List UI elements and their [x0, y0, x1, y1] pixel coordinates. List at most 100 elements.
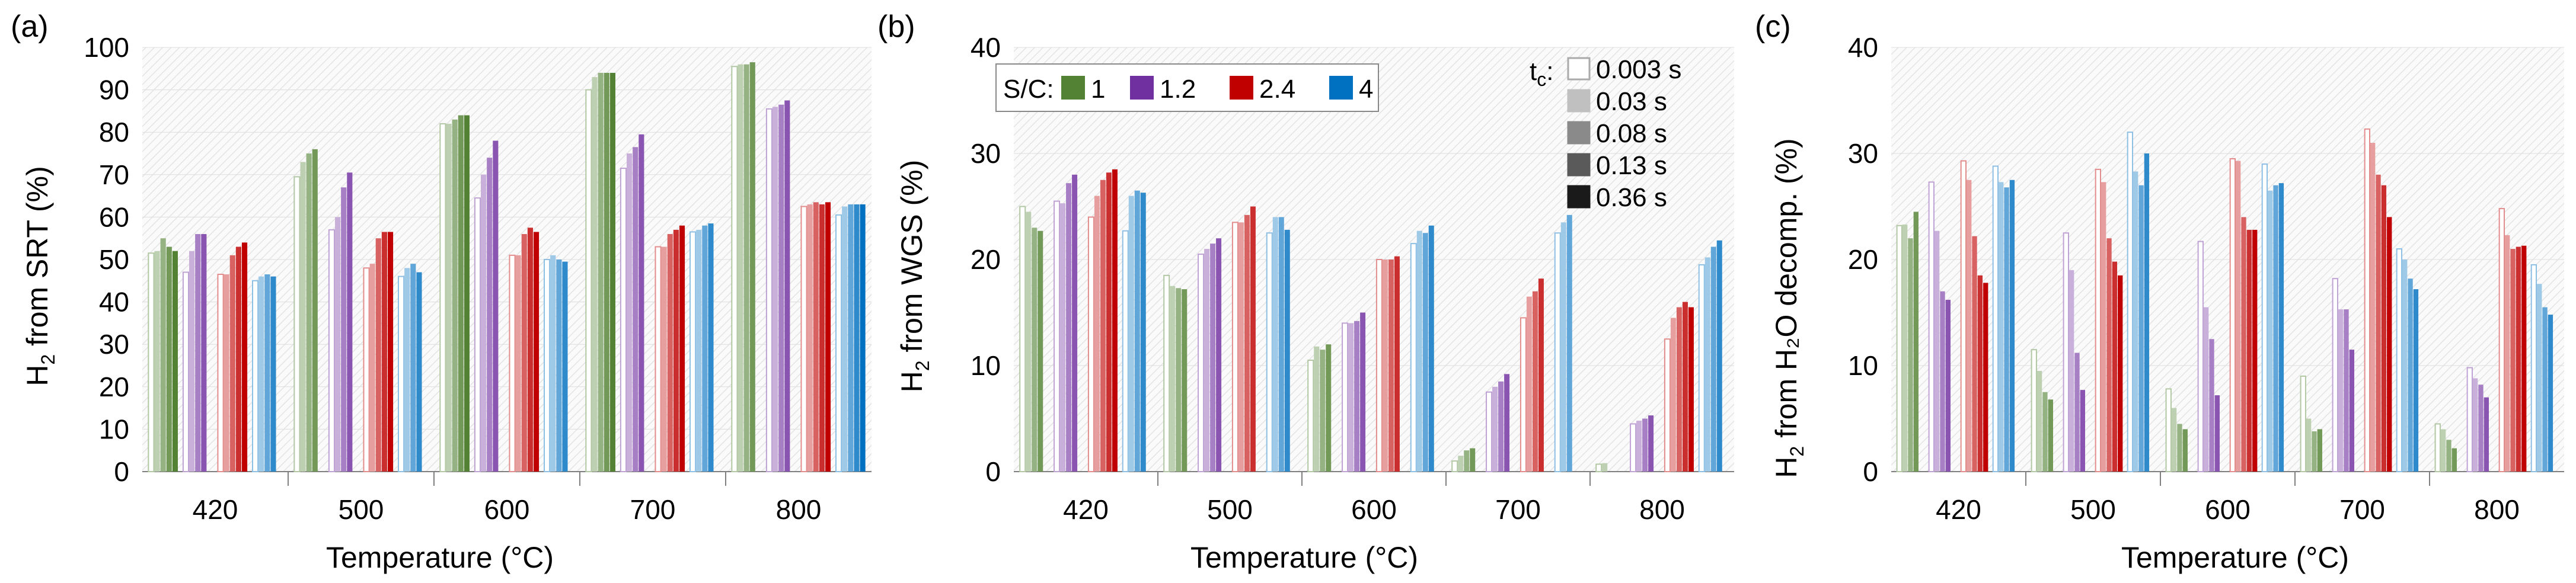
- bar: [2004, 187, 2009, 472]
- bar: [2466, 367, 2473, 473]
- y-tick-label: 30: [1848, 138, 1878, 169]
- y-tick-label: 20: [99, 371, 129, 402]
- bar: [2484, 397, 2489, 472]
- bar: [335, 217, 341, 472]
- bar: [1210, 244, 1216, 472]
- bar: [509, 254, 516, 472]
- bar: [1394, 256, 1400, 472]
- bar: [1326, 344, 1332, 472]
- bar: [2042, 392, 2048, 472]
- bar: [1602, 463, 1608, 472]
- bar: [172, 251, 178, 472]
- bar: [2278, 183, 2284, 472]
- bar: [527, 228, 533, 472]
- x-tick-label: 600: [1351, 494, 1397, 525]
- bar: [229, 255, 235, 472]
- x-axis-title: Temperature (°C): [1190, 541, 1418, 574]
- bar: [1314, 346, 1320, 472]
- bar: [1526, 296, 1532, 472]
- bar: [1532, 291, 1538, 472]
- bar: [363, 267, 370, 472]
- bar: [300, 162, 306, 472]
- bar: [1470, 448, 1476, 472]
- bar: [773, 107, 778, 472]
- bar: [1348, 323, 1354, 472]
- bar: [1278, 217, 1284, 472]
- bar: [1038, 230, 1043, 472]
- bar: [842, 206, 848, 472]
- bar: [241, 242, 248, 472]
- bar: [1176, 288, 1182, 472]
- bar: [1486, 391, 1493, 472]
- bar: [189, 251, 195, 472]
- bar: [2273, 185, 2278, 472]
- bar: [2387, 217, 2392, 472]
- x-tick-label: 700: [1495, 494, 1541, 525]
- bar: [2510, 249, 2516, 472]
- bar: [1520, 317, 1527, 472]
- bar: [2381, 185, 2387, 472]
- bar: [1682, 302, 1688, 472]
- bar: [2063, 232, 2069, 472]
- bar: [347, 172, 353, 472]
- bar: [604, 72, 609, 472]
- legend-swatch: [1130, 76, 1154, 100]
- legend-label: 1.2: [1160, 75, 1196, 104]
- y-tick-label: 40: [1848, 32, 1878, 63]
- bar: [293, 176, 301, 472]
- bar: [1595, 463, 1603, 472]
- bar: [2182, 429, 2188, 472]
- bar: [2171, 408, 2177, 472]
- bar: [2396, 248, 2403, 472]
- bar: [1134, 190, 1140, 472]
- bar: [1054, 200, 1061, 472]
- bar: [2118, 275, 2123, 472]
- bar: [1216, 238, 1222, 472]
- bar: [439, 123, 446, 472]
- bar: [556, 260, 562, 472]
- y-tick-label: 10: [971, 350, 1001, 381]
- legend-sc-label: S/C:: [1003, 75, 1054, 104]
- bar: [1250, 206, 1256, 472]
- bar: [2434, 423, 2441, 473]
- bar: [1710, 246, 1716, 472]
- bar: [1451, 460, 1458, 472]
- bar: [1928, 181, 1935, 472]
- bar: [398, 276, 405, 472]
- bar: [813, 202, 819, 472]
- bar: [1100, 180, 1106, 472]
- legend-swatch: [1567, 121, 1591, 145]
- bar: [2344, 309, 2349, 472]
- bar: [2402, 260, 2408, 472]
- x-tick-label: 800: [2474, 494, 2520, 525]
- bar: [1198, 254, 1205, 472]
- legend-sc: S/C: 1 1.2 2.4 4: [995, 63, 1379, 112]
- bar: [235, 246, 241, 472]
- legend-swatch: [1567, 153, 1591, 177]
- bar: [1648, 415, 1654, 472]
- bar: [1999, 182, 2004, 472]
- bar: [848, 204, 854, 472]
- bar: [481, 174, 487, 472]
- bar: [2332, 278, 2338, 472]
- bar: [620, 168, 627, 472]
- bar: [1204, 249, 1210, 472]
- bar: [1896, 225, 1903, 472]
- bar: [1560, 222, 1566, 472]
- legend-label: 2.4: [1259, 75, 1295, 104]
- y-tick-label: 0: [114, 456, 129, 487]
- bar: [2261, 163, 2268, 472]
- bar: [1934, 230, 1940, 472]
- bar: [1492, 386, 1498, 472]
- x-tick-label: 420: [1063, 494, 1109, 525]
- bar: [2542, 307, 2548, 472]
- bar: [1704, 257, 1710, 472]
- bar: [446, 123, 452, 472]
- bar: [2408, 278, 2413, 472]
- x-tick-label: 600: [484, 494, 530, 525]
- x-tick-label: 500: [2070, 494, 2116, 525]
- bar: [387, 232, 394, 472]
- bar: [1066, 183, 1072, 472]
- bar: [2440, 429, 2446, 472]
- bar: [1284, 229, 1290, 472]
